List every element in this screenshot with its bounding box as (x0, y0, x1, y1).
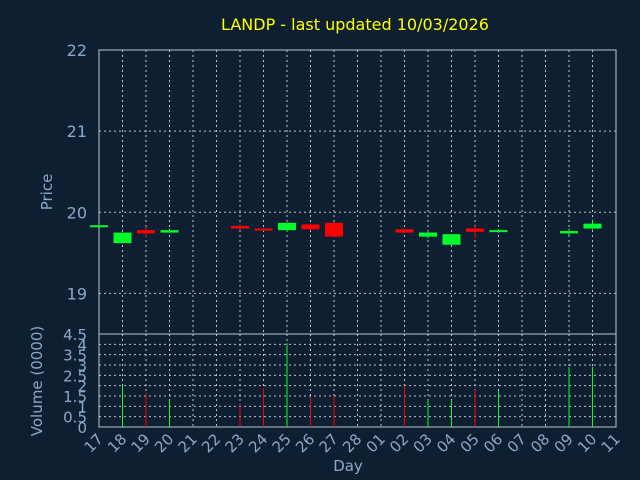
price-tick-label: 21 (67, 122, 87, 141)
candle-body (137, 230, 155, 234)
candle-body (90, 225, 108, 228)
price-axis-label: Price (38, 174, 56, 211)
candle-body (254, 228, 273, 231)
volume-tick-label: 4.5 (63, 326, 87, 344)
candle-body (160, 230, 179, 233)
price-tick-label: 19 (67, 284, 87, 303)
candle-body (395, 229, 414, 233)
volume-tick-label: 1 (77, 398, 87, 416)
day-tick-label: 24 (245, 430, 271, 456)
day-tick-label: 28 (339, 430, 365, 456)
day-tick-label: 18 (104, 430, 130, 456)
candle-body (231, 226, 249, 229)
volume-tick-label: 1.5 (63, 388, 87, 406)
candle-body (113, 232, 132, 244)
day-tick-label: 27 (316, 430, 342, 456)
day-tick-label: 26 (292, 430, 318, 456)
volume-axis-label: Volume (0000) (28, 326, 46, 436)
day-tick-label: 21 (175, 430, 201, 456)
day-tick-label: 02 (386, 430, 412, 456)
price-tick-label: 22 (67, 41, 87, 60)
chart-title: LANDP - last updated 10/03/2026 (221, 15, 489, 34)
candle-body (278, 222, 296, 231)
day-tick-label: 25 (269, 430, 295, 456)
candle-body (442, 234, 461, 245)
day-tick-label: 09 (551, 430, 577, 456)
day-tick-label: 01 (363, 430, 389, 456)
candle-body (325, 222, 343, 237)
day-tick-label: 06 (480, 430, 506, 456)
day-tick-label: 10 (574, 430, 600, 456)
volume-tick-label: 3 (77, 357, 87, 375)
candle-body (301, 224, 320, 230)
day-tick-label: 03 (410, 430, 436, 456)
volume-tick-label: 3.5 (63, 347, 87, 365)
volume-tick-label: 2 (77, 378, 87, 396)
day-tick-label: 08 (527, 430, 553, 456)
candle-body (583, 223, 602, 229)
candle-body (489, 230, 508, 233)
volume-tick-label: 2.5 (63, 367, 87, 385)
volume-tick-label: 4 (77, 336, 87, 354)
x-axis-label: Day (333, 457, 363, 475)
day-tick-label: 04 (433, 430, 459, 456)
candle-body (419, 232, 437, 237)
day-tick-label: 23 (222, 430, 248, 456)
candle-body (466, 228, 484, 232)
volume-panel: 00.511.522.533.544.5 (63, 326, 617, 437)
volume-tick-label: 0.5 (63, 409, 87, 427)
day-tick-label: 20 (151, 430, 177, 456)
volume-tick-label: 0 (77, 419, 87, 437)
price-tick-label: 20 (67, 203, 87, 222)
day-tick-label: 07 (504, 430, 530, 456)
price-panel: 19 20 21 22 (67, 41, 617, 335)
day-tick-label: 19 (128, 430, 154, 456)
x-axis: 1718192021222324252627280102030405060708… (81, 430, 624, 456)
candle-body (560, 230, 578, 234)
day-tick-label: 05 (457, 430, 483, 456)
day-tick-label: 22 (198, 430, 224, 456)
volume-frame (98, 333, 617, 428)
day-tick-label: 11 (598, 430, 624, 456)
